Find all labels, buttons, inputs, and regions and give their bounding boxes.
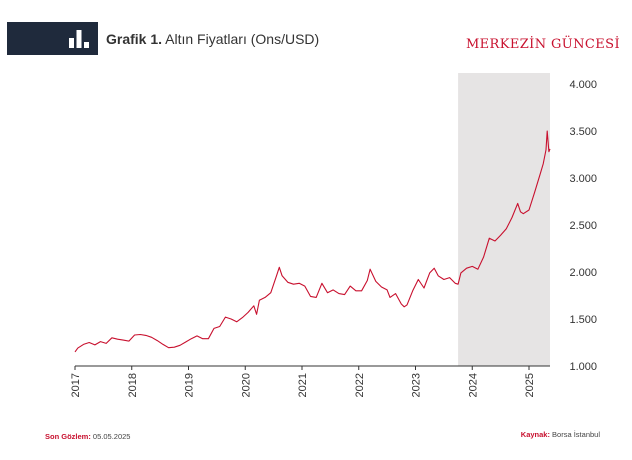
x-tick-label: 2019 <box>184 373 196 397</box>
y-tick-label: 1.500 <box>569 314 597 326</box>
x-tick-label: 2018 <box>127 373 139 397</box>
shaded-period <box>458 73 550 366</box>
x-tick-label: 2023 <box>411 373 423 397</box>
x-tick-label: 2024 <box>467 373 479 397</box>
x-tick-label: 2017 <box>70 373 82 397</box>
gold-price-line <box>74 130 551 353</box>
y-tick-label: 3.500 <box>569 126 597 138</box>
y-tick-label: 4.000 <box>569 79 597 91</box>
x-tick-label: 2021 <box>297 373 309 397</box>
y-tick-label: 2.000 <box>569 267 597 279</box>
last-observation-label: Son Gözlem: <box>45 432 91 441</box>
brand-label: MERKEZİN GÜNCESİ <box>465 37 620 52</box>
last-observation: Son Gözlem: 05.05.2025 <box>45 432 130 441</box>
title-text: Altın Fiyatları (Ons/USD) <box>162 31 320 47</box>
x-tick-label: 2025 <box>524 373 536 397</box>
source-label: Kaynak: <box>520 430 550 439</box>
x-tick-label: 2022 <box>354 373 366 397</box>
title-prefix: Grafik 1. <box>106 31 163 47</box>
y-tick-label: 3.000 <box>569 173 597 185</box>
y-tick-label: 1.000 <box>569 361 597 373</box>
source-note: Kaynak: Borsa İstanbul <box>521 430 600 439</box>
header-band <box>7 22 98 55</box>
bar-chart-icon <box>68 28 90 49</box>
chart-title: Grafik 1. Altın Fiyatları (Ons/USD) <box>106 31 319 47</box>
y-tick-label: 2.500 <box>569 220 597 232</box>
source-value: Borsa İstanbul <box>549 430 600 439</box>
last-observation-value: 05.05.2025 <box>90 432 131 441</box>
x-tick-label: 2020 <box>240 373 252 397</box>
